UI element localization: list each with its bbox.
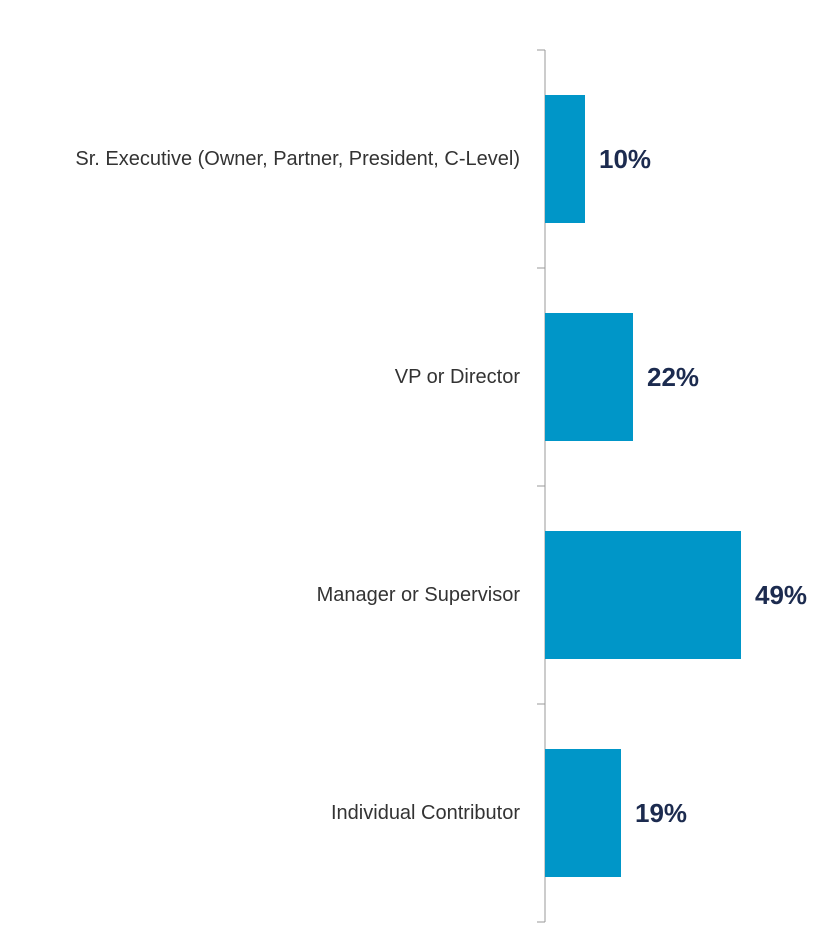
- bar: [545, 749, 621, 877]
- category-label: VP or Director: [394, 366, 520, 388]
- value-label: 10%: [599, 144, 651, 174]
- value-label: 22%: [647, 362, 699, 392]
- value-label: 49%: [755, 580, 807, 610]
- category-label: Manager or Supervisor: [316, 584, 520, 606]
- bar: [545, 531, 741, 659]
- bar: [545, 95, 585, 223]
- bar: [545, 313, 633, 441]
- category-label: Sr. Executive (Owner, Partner, President…: [75, 148, 520, 170]
- category-label: Individual Contributor: [331, 802, 520, 824]
- value-label: 19%: [635, 798, 687, 828]
